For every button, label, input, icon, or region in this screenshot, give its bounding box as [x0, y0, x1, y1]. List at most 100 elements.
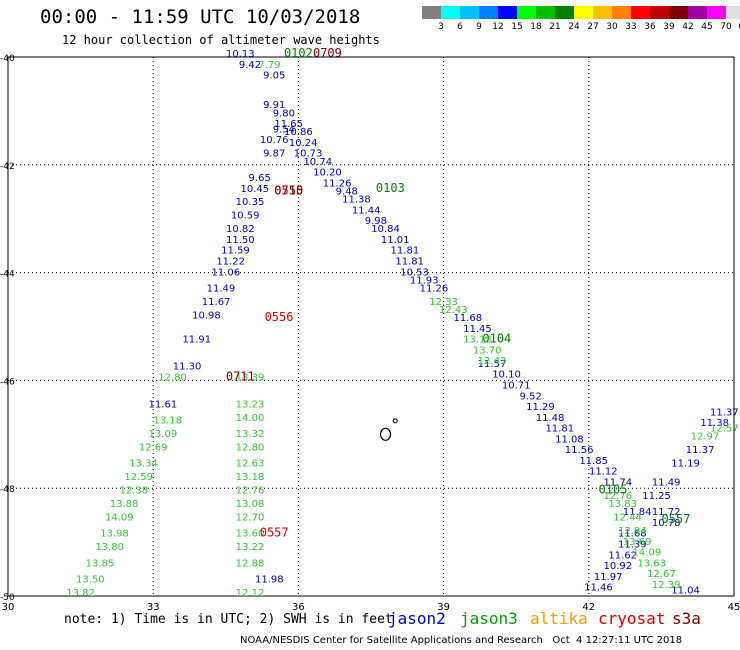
wave-height-label: 10.98 — [192, 310, 221, 321]
legend-swatch — [631, 6, 650, 19]
y-tick-label: -48 — [0, 485, 15, 495]
legend-tick-label: 45 — [701, 22, 713, 32]
wave-height-label: 11.25 — [642, 491, 671, 502]
map-title: 00:00 - 11:59 UTC 10/03/2018 — [40, 6, 361, 28]
wave-height-label: 12.33 — [429, 297, 458, 308]
wave-height-label: 13.32 — [236, 429, 265, 440]
wave-height-label: 10.53 — [400, 267, 429, 278]
pass-time-label: 0104 — [482, 332, 511, 346]
wave-height-label: 11.12 — [589, 467, 618, 478]
wave-height-label: 11.39 — [618, 539, 647, 550]
wave-height-label: 13.82 — [66, 588, 95, 599]
wave-height-label: 11.26 — [323, 178, 352, 189]
y-tick-label: -42 — [0, 162, 15, 172]
wave-height-label: 12.12 — [236, 588, 265, 599]
wave-height-label: 13.60 — [236, 529, 265, 540]
wave-height-label: 12.63 — [236, 459, 265, 470]
satellite-altika: altika — [530, 609, 588, 628]
wave-height-label: 9.65 — [249, 173, 271, 184]
pass-time-label: 0103 — [376, 181, 405, 195]
wave-height-label: 7.79 — [258, 60, 280, 71]
legend-tick-label: 9 — [476, 22, 482, 32]
wave-height-label: 11.68 — [618, 529, 647, 540]
x-tick-label: 30 — [2, 602, 15, 613]
wave-height-label: 10.82 — [226, 224, 255, 235]
wave-height-label: 11.48 — [536, 413, 565, 424]
wave-height-label: 12.80 — [236, 442, 265, 453]
legend-swatch — [574, 6, 593, 19]
map-subtitle: 12 hour collection of altimeter wave hei… — [62, 33, 380, 47]
wave-height-label: 13.08 — [236, 499, 265, 510]
wave-height-label: 13.09 — [149, 429, 178, 440]
island-shape — [392, 418, 398, 424]
wave-height-label: 13.39 — [236, 372, 265, 383]
legend-swatch — [612, 6, 631, 19]
wave-height-label: 9.05 — [263, 71, 285, 82]
legend-tick-label: 70 — [720, 22, 732, 32]
legend-swatch — [726, 6, 740, 19]
pass-time-label: 0709 — [313, 46, 342, 60]
wave-height-label: 9.48 — [336, 186, 358, 197]
x-tick-label: 42 — [582, 602, 595, 613]
y-tick-label: -50 — [0, 593, 15, 603]
wave-height-label: 11.01 — [381, 235, 410, 246]
wave-height-label: 10.10 — [492, 370, 521, 381]
wave-height-label: 10.84 — [371, 224, 400, 235]
wave-height-label: 11.22 — [216, 257, 245, 268]
x-tick-label: 36 — [292, 602, 305, 613]
wave-height-label: 12.94 — [618, 526, 647, 537]
legend-tick-label: 18 — [530, 22, 542, 32]
wave-height-label: 11.74 — [604, 478, 633, 489]
x-tick-label: 45 — [728, 602, 740, 613]
wave-height-label: 9.98 — [365, 216, 387, 227]
wave-height-label: 11.38 — [342, 195, 371, 206]
wave-height-label: 10.24 — [289, 138, 318, 149]
color-scale-legend — [422, 6, 740, 19]
legend-swatch — [593, 6, 612, 19]
legend-swatch — [650, 6, 669, 19]
wave-height-label: 10.73 — [294, 149, 323, 160]
legend-swatch — [441, 6, 460, 19]
wave-height-label: 9.87 — [263, 149, 285, 160]
wave-height-label: 11.50 — [226, 235, 255, 246]
wave-height-label: 11.65 — [274, 119, 303, 130]
legend-swatch — [707, 6, 726, 19]
x-tick-label: 39 — [437, 602, 450, 613]
wave-height-label: 13.13 — [463, 335, 492, 346]
wave-height-label: 11.26 — [420, 283, 449, 294]
wave-height-label: 11.91 — [182, 335, 211, 346]
wave-height-label: 11.29 — [526, 402, 555, 413]
legend-tick-label: 30 — [606, 22, 618, 32]
wave-height-label: 13.70 — [473, 345, 502, 356]
wave-height-label: 10.86 — [284, 127, 313, 138]
wave-height-label: 13.83 — [608, 499, 637, 510]
wave-height-label: 11.37 — [686, 445, 715, 456]
wave-height-label: 14.00 — [236, 413, 265, 424]
wave-height-label: 12.70 — [236, 513, 265, 524]
wave-height-label: 13.98 — [100, 529, 129, 540]
wave-height-label: 12.43 — [439, 305, 468, 316]
wave-height-label: 11.61 — [149, 399, 178, 410]
satellite-jason3: jason3 — [460, 609, 518, 628]
wave-height-label: 14.09 — [105, 513, 134, 524]
legend-tick-label: 15 — [511, 22, 523, 32]
legend-tick-label: 21 — [549, 22, 561, 32]
island-shape — [379, 427, 392, 441]
wave-height-label: 10.45 — [241, 184, 270, 195]
wave-height-label: 9.54 — [273, 124, 295, 135]
wave-height-label: 11.68 — [453, 313, 482, 324]
wave-height-label: 10.59 — [231, 211, 260, 222]
wave-height-label: 12.38 — [120, 486, 149, 497]
legend-tick-label: 33 — [625, 22, 637, 32]
wave-height-label: 11.49 — [652, 478, 681, 489]
wave-height-label: 11.44 — [352, 205, 381, 216]
wave-height-label: 13.18 — [236, 472, 265, 483]
legend-swatch — [422, 6, 441, 19]
pass-time-label: 0102 — [284, 46, 313, 60]
legend-swatch — [498, 6, 517, 19]
wave-height-label: 11.49 — [207, 283, 236, 294]
x-tick-label: 33 — [147, 602, 160, 613]
wave-height-label: 10.13 — [226, 49, 255, 60]
wave-height-label: 13.18 — [153, 416, 182, 427]
map-axes: 30 33 36 39 42 45 -40 -42 -44 -46 -48 -50 — [0, 54, 740, 613]
